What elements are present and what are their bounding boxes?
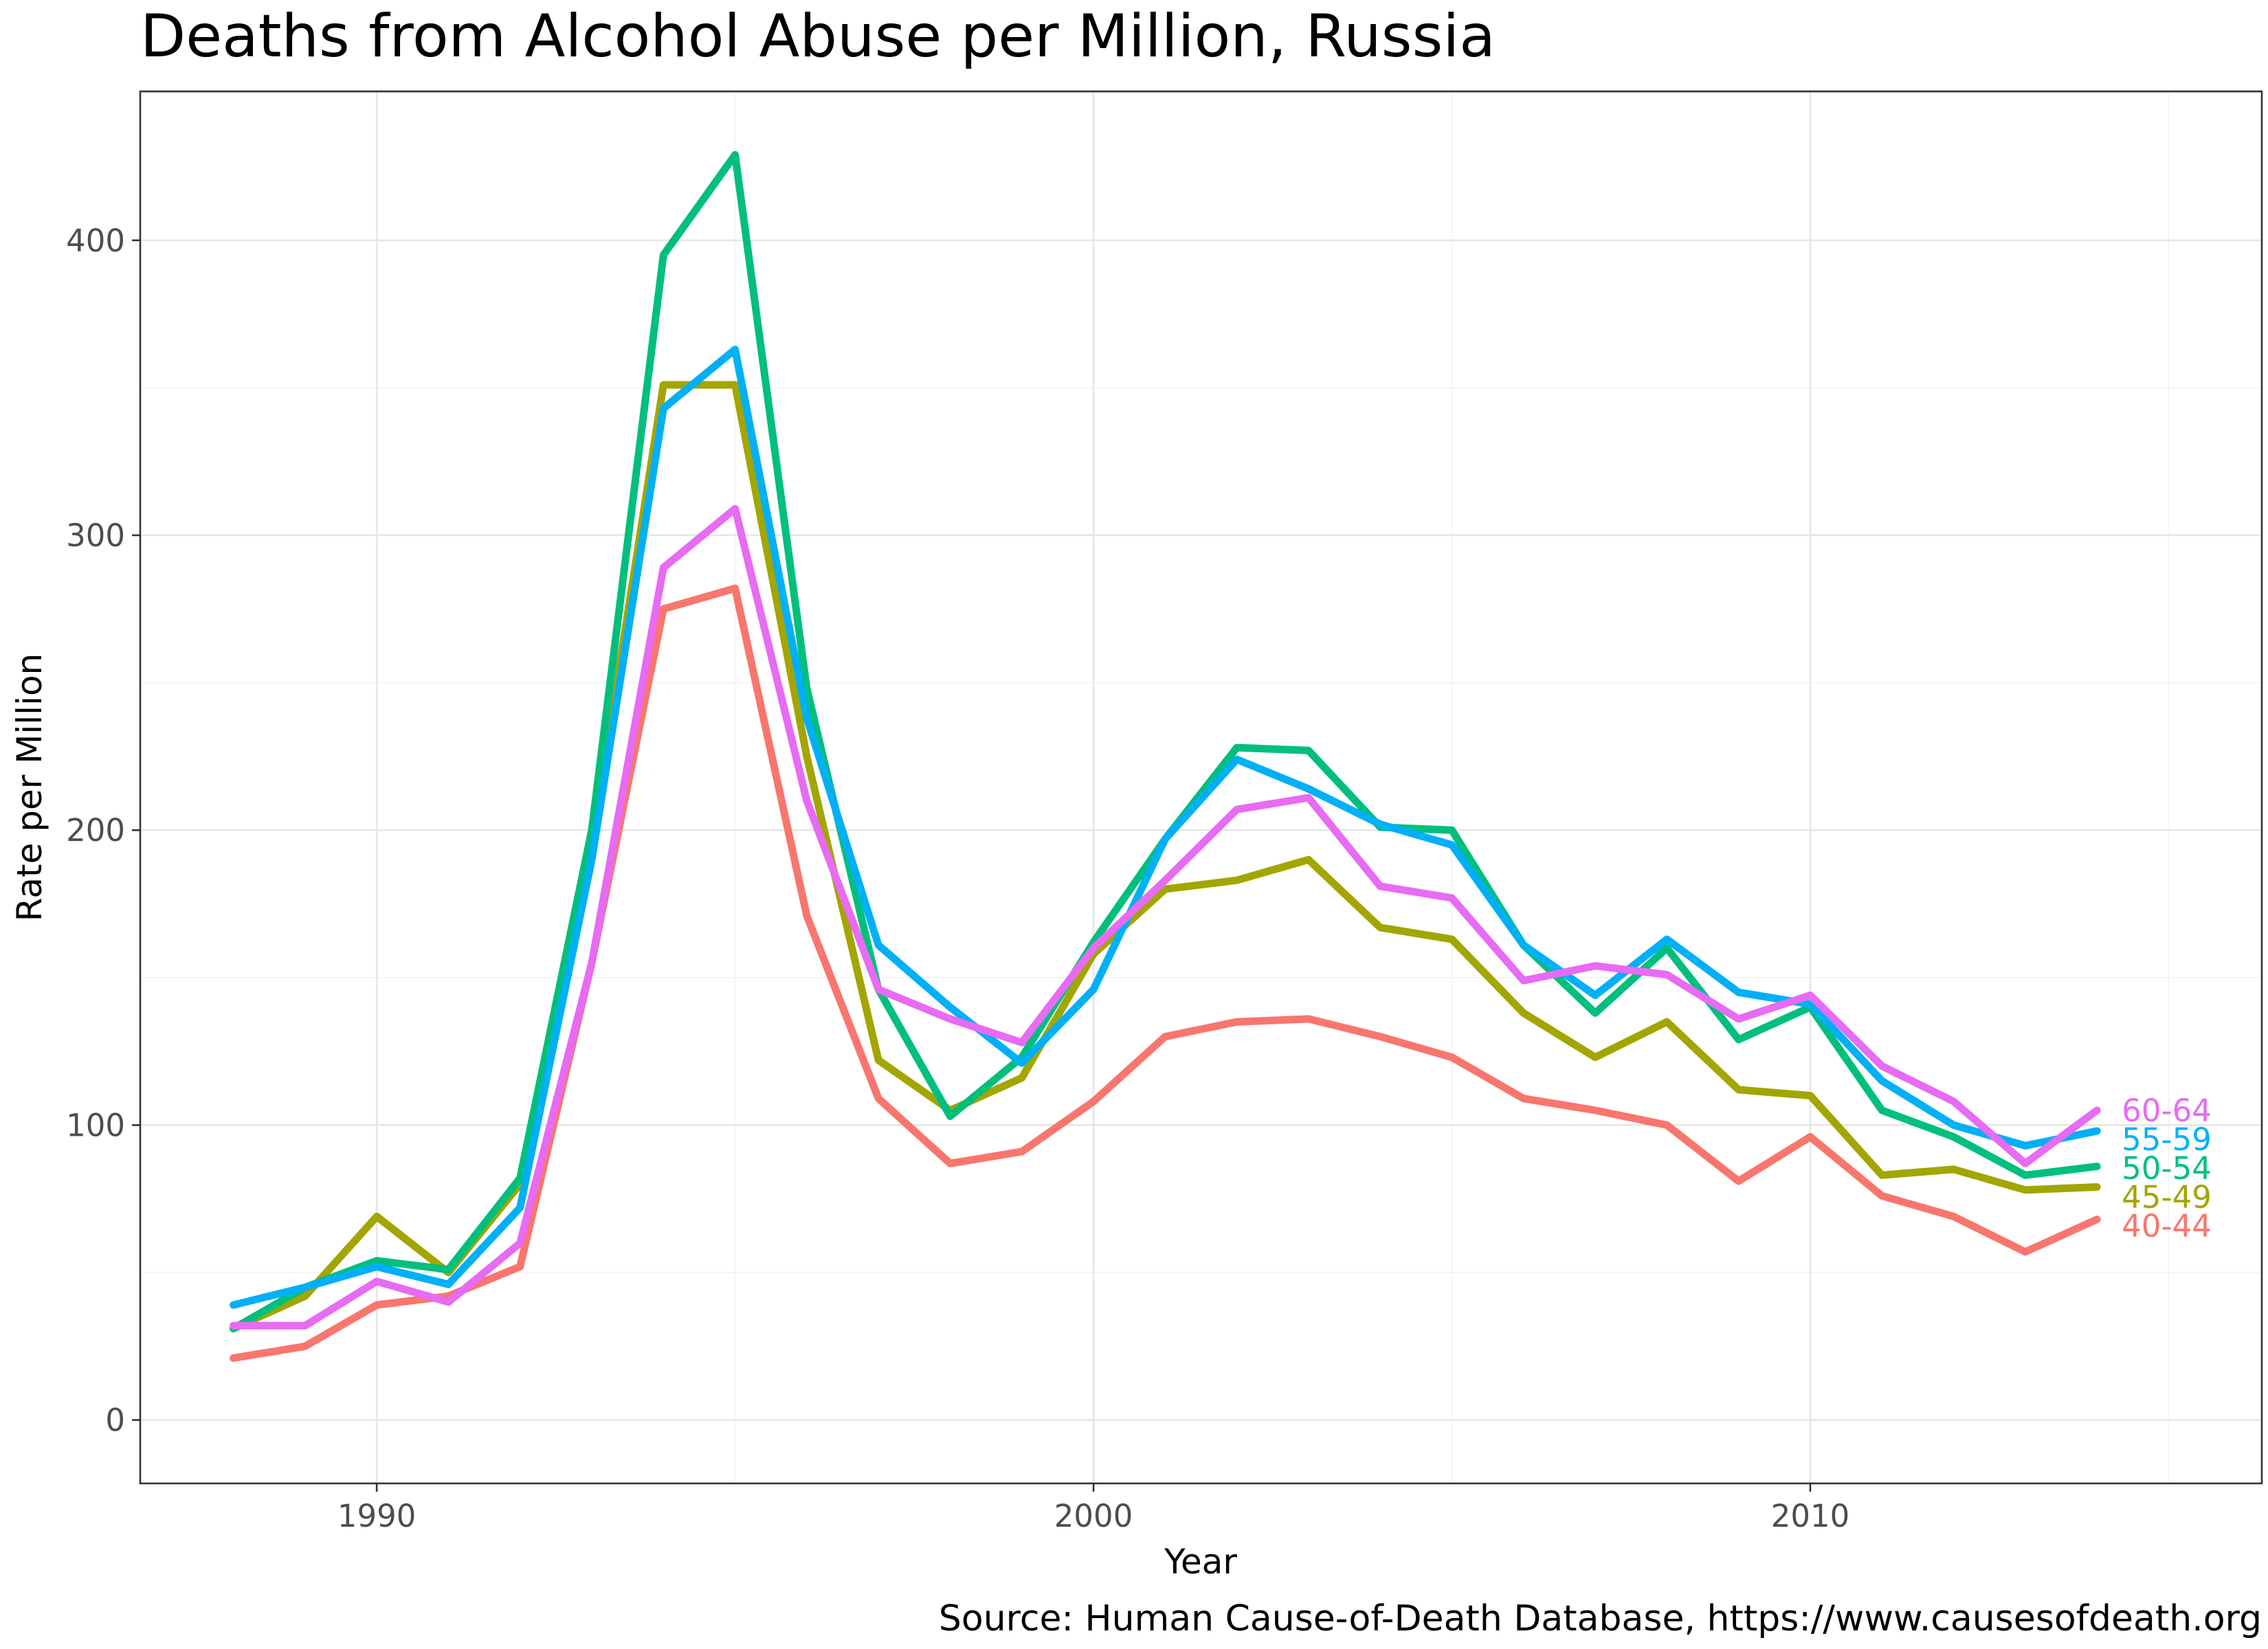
series-label-60-64: 60-64	[2122, 1092, 2212, 1129]
chart-title: Deaths from Alcohol Abuse per Million, R…	[140, 2, 1496, 71]
series-line-55-59	[230, 346, 2101, 1309]
y-tick-label: 400	[66, 223, 125, 259]
plot-panel	[139, 90, 2263, 1485]
gridlines	[140, 91, 2262, 1483]
series-line-40-44	[230, 584, 2101, 1362]
series-lines	[230, 150, 2101, 1362]
y-tick-label: 100	[66, 1107, 125, 1143]
series-label-45-49: 45-49	[2122, 1179, 2212, 1215]
x-tick-label: 1990	[337, 1498, 416, 1534]
y-tick-label: 300	[66, 517, 125, 554]
series-label-40-44: 40-44	[2122, 1208, 2212, 1244]
x-axis-title: Year	[1164, 1542, 1237, 1582]
series-line-50-54	[230, 150, 2101, 1333]
x-tick-label: 2010	[1771, 1498, 1850, 1534]
series-line-60-64	[230, 504, 2101, 1330]
y-tick-label: 0	[105, 1402, 125, 1439]
y-tick-label: 200	[66, 812, 125, 849]
series-label-55-59: 55-59	[2122, 1121, 2212, 1158]
y-axis-title: Rate per Million	[10, 653, 49, 921]
axis-ticks: 1990 2000 2010 0 100 200 300 400	[66, 223, 1849, 1534]
series-label-50-54: 50-54	[2122, 1150, 2212, 1187]
x-tick-label: 2000	[1054, 1498, 1133, 1534]
source-caption: Source: Human Cause-of-Death Database, h…	[939, 1598, 2262, 1639]
